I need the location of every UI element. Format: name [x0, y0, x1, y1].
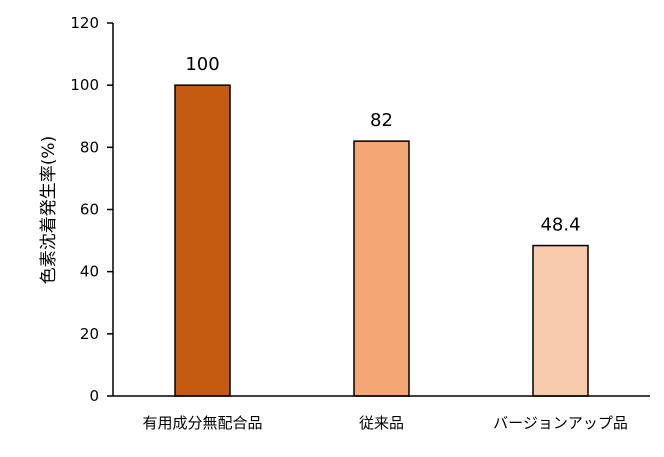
y-axis-title: 色素沈着発生率(%)	[39, 136, 59, 284]
bar	[532, 244, 589, 397]
y-tick-label: 20	[80, 325, 99, 343]
category-label: 従来品	[359, 414, 404, 432]
y-axis-title-group: 色素沈着発生率(%)	[39, 136, 59, 284]
category-label: 有用成分無配合品	[142, 414, 262, 432]
data-labels: 100 82 48.4	[185, 54, 580, 235]
data-label: 48.4	[540, 215, 580, 236]
bars	[174, 84, 589, 397]
y-tick-label: 0	[89, 387, 99, 405]
y-tick-label: 100	[70, 76, 99, 94]
y-tick-label: 80	[80, 138, 99, 156]
category-labels: 有用成分無配合品 従来品 バージョンアップ品	[142, 414, 627, 432]
y-tick-label: 120	[70, 14, 99, 32]
bar	[353, 140, 410, 397]
data-label: 82	[370, 110, 393, 131]
axes	[112, 23, 650, 397]
data-label: 100	[185, 54, 219, 75]
category-label: バージョンアップ品	[493, 414, 628, 432]
bar	[174, 84, 231, 397]
y-tick-label: 40	[80, 263, 99, 281]
y-axis-ticks: 0 20 40 60 80 100 120	[70, 14, 113, 405]
y-tick-label: 60	[80, 201, 99, 219]
